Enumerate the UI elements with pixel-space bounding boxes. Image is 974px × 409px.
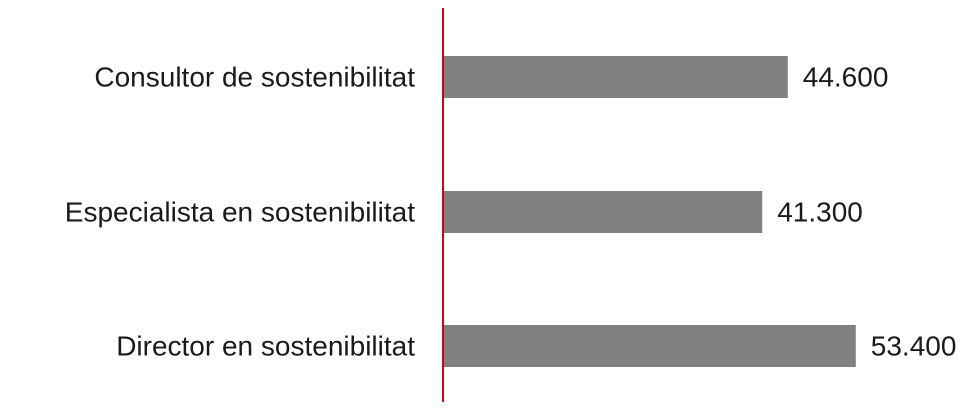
bar-0 (443, 56, 788, 98)
category-label-1: Especialista en sostenibilitat (65, 197, 415, 228)
bar-2 (443, 325, 856, 367)
category-label-2: Director en sostenibilitat (116, 331, 415, 362)
value-label-0: 44.600 (803, 62, 889, 93)
value-label-1: 41.300 (777, 197, 863, 228)
category-label-0: Consultor de sostenibilitat (94, 62, 415, 93)
bar-1 (443, 191, 763, 233)
category-labels: Consultor de sostenibilitat Especialista … (65, 62, 415, 362)
value-labels: 44.600 41.300 53.400 (777, 62, 956, 362)
value-label-2: 53.400 (871, 331, 957, 362)
bars-group (443, 56, 856, 367)
